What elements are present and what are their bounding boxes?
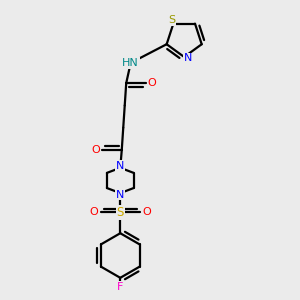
Text: N: N (116, 190, 124, 200)
Text: HN: HN (122, 58, 139, 68)
Text: S: S (117, 206, 124, 219)
Text: O: O (143, 207, 152, 218)
Text: O: O (148, 78, 157, 88)
Text: O: O (92, 145, 100, 155)
Text: N: N (184, 53, 192, 64)
Text: S: S (168, 15, 175, 25)
Text: N: N (116, 161, 124, 171)
Text: O: O (89, 207, 98, 218)
Text: F: F (117, 282, 124, 292)
